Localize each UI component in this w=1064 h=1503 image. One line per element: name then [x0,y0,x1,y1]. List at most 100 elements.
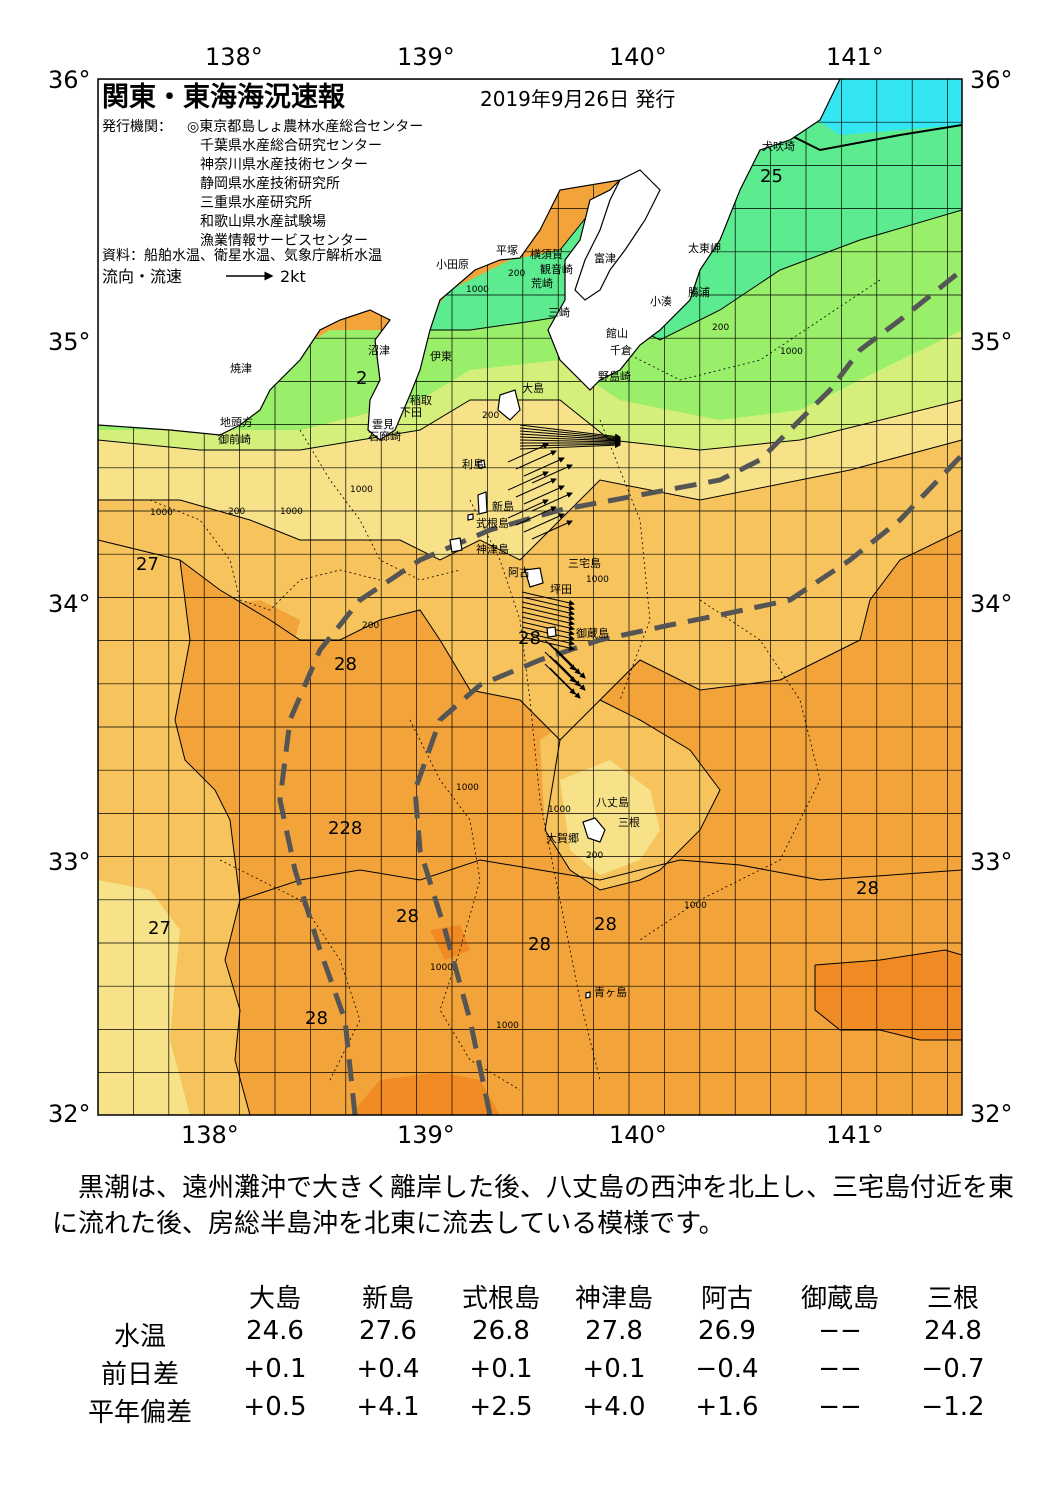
depth-label: 1000 [350,485,373,495]
current-vector [531,520,573,540]
isotherm-label: 25 [760,166,783,187]
place-misaki: 三崎 [548,305,570,319]
sea-temp-26-27-hachijo [560,760,660,875]
depth-label: 1000 [150,508,173,518]
depth-contours [149,279,881,1091]
current-vector [515,478,557,498]
sea-temp-26-27-sw [98,880,190,1115]
place-names: 小田原 平塚 横須賀 観音崎 富津 荒崎 三崎 館山 千倉 野島崎 小湊 勝浦 … [218,139,795,999]
table-cell: 24.6 [246,1316,304,1346]
land-honshu-tokai [98,79,841,441]
table-row-label: 水温 [113,1322,166,1352]
lat-tick: 34° [48,590,91,618]
lon-tick: 139° [397,1121,455,1149]
table-row-label: 平年偏差 [87,1398,192,1428]
lon-ticks-bottom: 138° 139° 140° 141° [181,1121,884,1149]
current-vector [515,506,557,526]
island-niijima [477,491,488,515]
lat-tick: 34° [970,590,1013,618]
place-irozaki: 石廊崎 [368,429,401,443]
table-cell: +0.1 [469,1354,533,1384]
place-hiratsuka: 平塚 [496,244,518,257]
lat-tick: 36° [970,66,1013,94]
issuer: 三重県水産研究所 [200,195,312,211]
kuroshio-axis [277,268,962,1115]
issuer: 漁業情報サービスセンター [200,233,368,249]
lat-ticks-right: 36° 35° 34° 33° 32° [970,66,1013,1128]
place-odawara: 小田原 [436,258,469,271]
place-jitokata: 地頭方 [220,415,253,429]
current-vector [519,427,621,441]
island-shikinejima [467,513,474,521]
table-cell: −− [818,1392,862,1422]
current-vector [531,464,573,484]
table-cell: −− [818,1316,862,1346]
lat-ticks-left: 36° 35° 34° 33° 32° [48,66,91,1128]
place-aogashima: 青ヶ島 [594,985,627,999]
table-cell: +0.4 [356,1354,420,1384]
place-kumomi: 雲見 [372,418,394,431]
current-vector [519,441,621,448]
temperature-field [98,79,962,1115]
lon-tick: 140° [609,43,667,71]
current-vector [507,499,549,519]
table-cell: +0.5 [243,1392,307,1422]
sea-temp-gt29-south [350,1072,500,1115]
data-sources: 資料：船舶水温、衛星水温、気象庁解析水温 [102,248,382,264]
table-cell: 27.8 [585,1316,643,1346]
current-vector [531,492,573,512]
lat-lon-grid [98,79,962,1115]
current-vector [519,433,621,443]
table-cell: +0.1 [243,1354,307,1384]
current-vector [554,647,586,679]
current-vector [549,667,581,699]
lat-tick: 35° [48,328,91,356]
current-vector [521,596,575,611]
place-kannonzaki: 観音崎 [540,262,573,276]
sea-condition-map: 138° 139° 140° 141° 138° 139° 140° 141° … [48,43,1013,1149]
table-row-label: 前日差 [100,1360,179,1390]
kuroshio-inner-axis [412,453,962,1115]
current-vector [519,430,621,442]
depth-label: 1000 [466,285,489,295]
current-vector [521,616,575,631]
current-vector [544,663,576,695]
map-title: 関東・東海海況速報 [102,82,346,113]
depth-label: 1000 [280,507,303,517]
table-cell: 26.8 [472,1316,530,1346]
issue-date: 2019年9月26日 発行 [480,87,675,111]
depth-label: 1000 [780,347,803,357]
island-miyakejima [524,567,544,588]
kuroshio-main-axis [277,268,962,1115]
lat-tick: 32° [970,1100,1013,1128]
issuer: 和歌山県水産試験場 [200,214,326,230]
place-tateyama: 館山 [606,326,628,340]
place-omaezaki: 御前崎 [218,432,251,446]
table-cell: +2.5 [469,1392,533,1422]
island-hachijojima [582,817,606,843]
table-cell: +0.1 [582,1354,646,1384]
place-numazu: 沼津 [368,343,390,357]
lat-tick: 35° [970,328,1013,356]
current-vector [554,659,586,691]
place-miyakejima: 三宅島 [568,556,601,570]
isotherm-label: 28 [856,878,879,899]
current-vector [507,443,549,463]
current-vector [523,457,565,477]
table-header-row: 大島 新島 式根島 神津島 阿古 御蔵島 三根 [60,1278,1020,1316]
place-arasaki: 荒崎 [531,276,553,290]
issuer: 千葉県水産総合研究センター [200,138,382,154]
place-mikurajima: 御蔵島 [576,626,609,640]
table-column-header: 阿古 [700,1284,753,1314]
current-vectors [507,424,621,699]
current-legend-label: 流向・流速 [102,267,182,286]
lon-ticks-top: 138° 139° 140° 141° [205,43,884,71]
place-yaizu: 焼津 [230,362,252,375]
isotherm-label: 28 [334,654,357,675]
land [98,79,841,999]
lon-tick: 139° [397,43,455,71]
place-ito: 伊東 [430,350,452,363]
map-frame [97,78,963,1116]
lat-tick: 33° [48,848,91,876]
place-toshima: 利島 [462,457,484,471]
